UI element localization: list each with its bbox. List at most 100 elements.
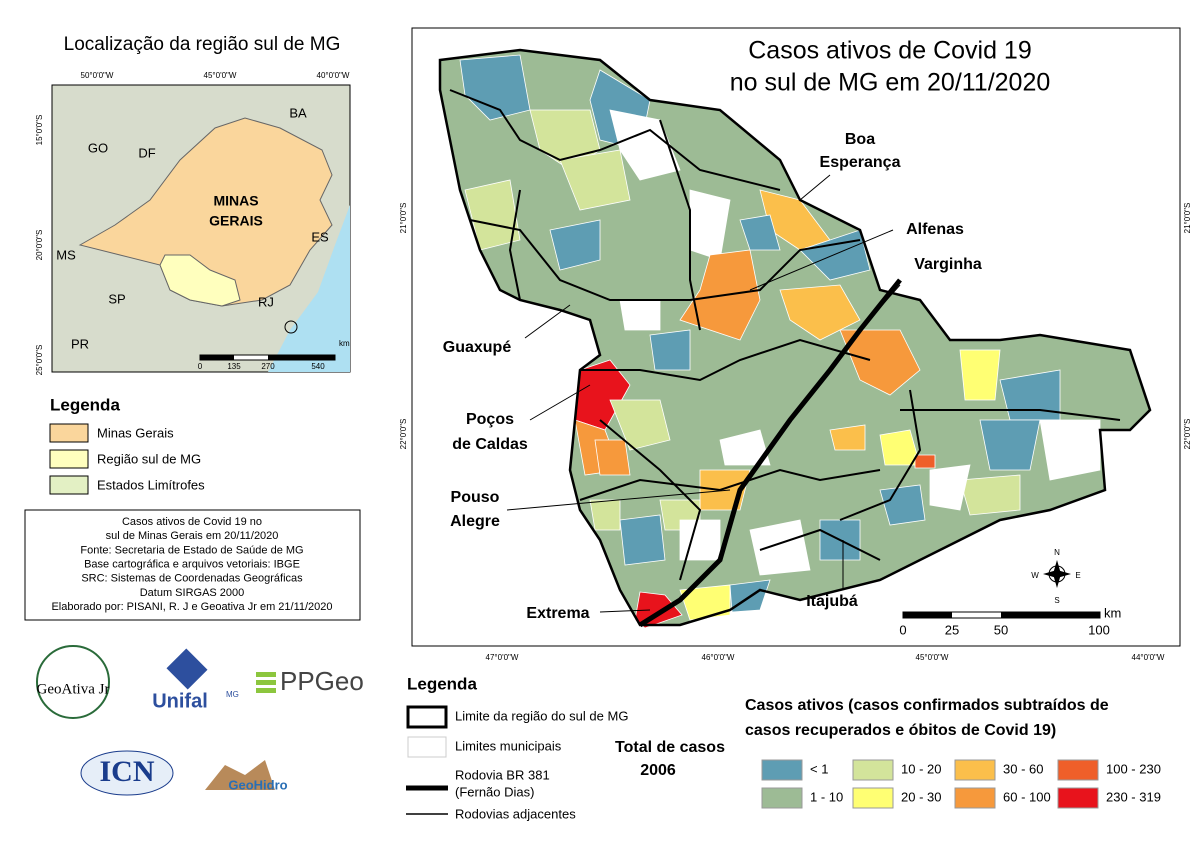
lon-label: 44°0'0"W [1132, 653, 1165, 662]
legend-label: 230 - 319 [1106, 789, 1161, 804]
legend-swatch [406, 705, 448, 729]
total-value: 2006 [640, 762, 676, 779]
place: GO [88, 140, 108, 155]
city-label: de Caldas [452, 436, 528, 453]
logo-text: MG [226, 690, 239, 699]
lon-label: 45°0'0"W [204, 71, 237, 80]
classes-legend: < 1 1 - 10 10 - 20 20 - 30 30 - 60 60 - 100 10… [761, 759, 1161, 809]
info-line: Base cartográfica e arquivos vetoriais: … [84, 559, 300, 571]
legend-label: 30 - 60 [1003, 761, 1043, 776]
info-box [24, 509, 361, 621]
city-label: Alegre [450, 513, 500, 530]
municipality [594, 439, 631, 476]
legend-swatch [852, 787, 894, 809]
legend-label: Limites municipais [455, 738, 562, 753]
legend-swatch [407, 736, 447, 758]
inset-map [51, 84, 351, 373]
legend-swatch [954, 787, 996, 809]
municipality [609, 399, 671, 451]
municipality [829, 424, 866, 451]
lat-label: 21°0'0"S [399, 203, 408, 234]
lon-label: 50°0'0"W [81, 71, 114, 80]
map-title: Casos ativos de Covid 19 [748, 37, 1031, 65]
place: SP [108, 291, 125, 306]
city-label: Itajubá [806, 593, 858, 610]
legend-swatch [49, 449, 89, 469]
place: ES [311, 229, 329, 244]
municipality [559, 149, 631, 211]
city-label: Alfenas [906, 221, 964, 238]
scale-label: 100 [1088, 622, 1110, 637]
legend-label: Região sul de MG [97, 451, 201, 466]
municipality [914, 454, 936, 469]
municipality [649, 329, 691, 371]
leader-lines [506, 174, 901, 613]
scale-label: 0 [198, 362, 203, 371]
municipality [589, 499, 621, 531]
classes-title: Casos ativos (casos confirmados subtraíd… [745, 697, 1109, 714]
scale-label: 540 [311, 362, 325, 371]
classes-title: casos recuperados e óbitos de Covid 19) [745, 722, 1056, 739]
lat-label: 15°0'0"S [35, 115, 44, 146]
scale-label: km [339, 339, 350, 348]
place: PR [71, 336, 89, 351]
city-label: Varginha [914, 256, 982, 273]
lon-label: 46°0'0"W [702, 653, 735, 662]
compass-label: S [1054, 596, 1059, 605]
place: MS [56, 247, 76, 262]
municipality [839, 329, 921, 396]
scale-label: 50 [994, 622, 1008, 637]
lat-label: 21°0'0"S [1183, 203, 1192, 234]
info-line: Elaborado por: PISANI, R. J e Geoativa J… [51, 601, 332, 613]
municipality [799, 229, 871, 281]
legend-label: (Fernão Dias) [455, 784, 534, 799]
legend-swatch [761, 759, 803, 781]
legend-label: Minas Gerais [97, 425, 174, 440]
legend-label: 1 - 10 [810, 789, 843, 804]
municipality [459, 54, 531, 121]
scale-label: 135 [227, 362, 241, 371]
roads [438, 48, 1152, 628]
lat-label: 20°0'0"S [35, 230, 44, 261]
legend-label: 10 - 20 [901, 761, 941, 776]
place: GERAIS [209, 213, 263, 229]
lat-label: 25°0'0"S [35, 345, 44, 376]
compass [1043, 560, 1071, 588]
map-title: no sul de MG em 20/11/2020 [730, 69, 1051, 97]
inset-title: Localização da região sul de MG [64, 34, 341, 55]
info-line: Datum SIRGAS 2000 [140, 587, 245, 599]
municipality [879, 484, 926, 526]
logos: GeoAtiva Jr Unifal MG PPGeo ICN GeoHidro [36, 645, 364, 796]
logo-text: ICN [99, 755, 154, 788]
lat-label: 22°0'0"S [399, 419, 408, 450]
legend-swatch [761, 787, 803, 809]
legend-label: 60 - 100 [1003, 789, 1051, 804]
legend-swatch [49, 475, 89, 495]
info-line: SRC: Sistemas de Coordenadas Geográficas [81, 573, 303, 585]
lat-label: 22°0'0"S [1183, 419, 1192, 450]
municipality [619, 514, 666, 566]
city-label: Boa [845, 131, 875, 148]
scale-label: 270 [261, 362, 275, 371]
legend-title: Legenda [50, 395, 120, 414]
legend-label: Estados Limítrofes [97, 477, 205, 492]
legend-label: Limite da região do sul de MG [455, 708, 628, 723]
legend-label: 100 - 230 [1106, 761, 1161, 776]
city-label: Esperança [820, 154, 901, 171]
municipality [549, 219, 601, 271]
info-line: Casos ativos de Covid 19 no [122, 516, 262, 528]
legend-title: Legenda [407, 674, 477, 693]
legend-swatch [852, 759, 894, 781]
place: DF [138, 145, 155, 160]
compass-label: N [1054, 548, 1060, 557]
logo-text: GeoAtiva Jr [37, 681, 110, 697]
compass-label: E [1075, 571, 1080, 580]
info-line: sul de Minas Gerais em 20/11/2020 [106, 530, 279, 542]
legend-swatch [49, 423, 89, 443]
city-label: Pouso [451, 489, 500, 506]
logo-text: Unifal [152, 690, 208, 712]
lon-label: 47°0'0"W [486, 653, 519, 662]
logo-text: GeoHidro [228, 777, 287, 792]
total-label: Total de casos [615, 739, 725, 756]
